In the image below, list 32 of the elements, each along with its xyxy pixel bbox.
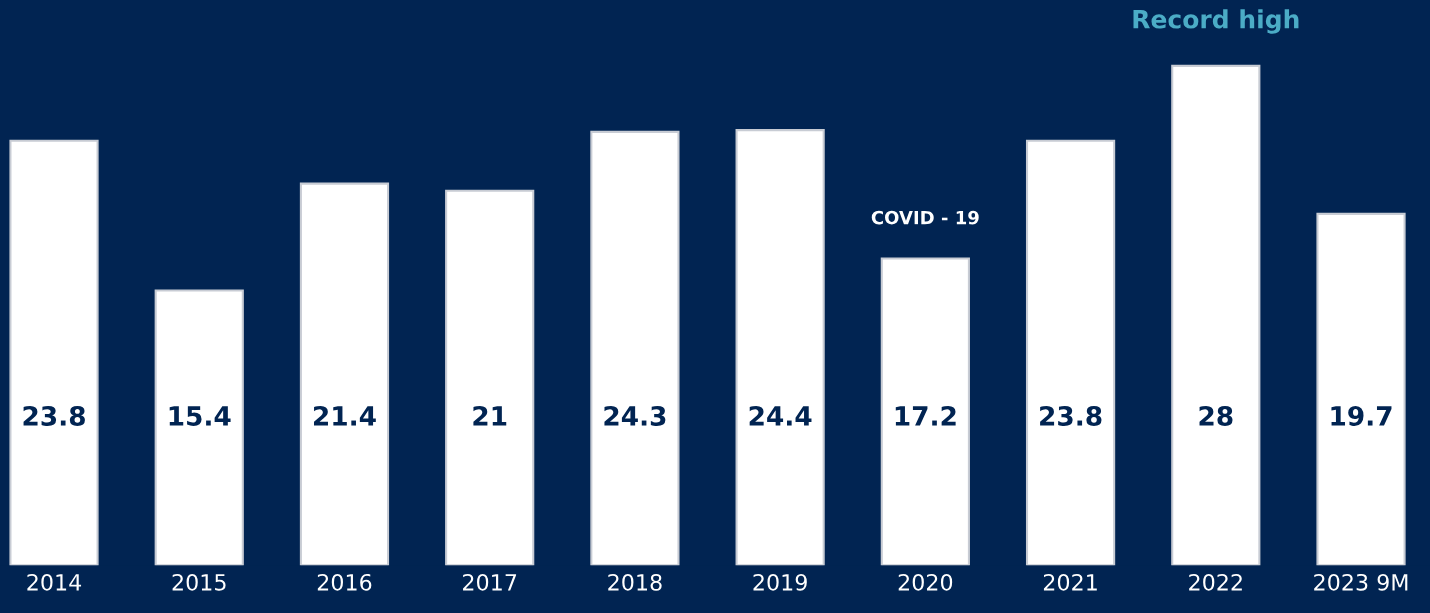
data-label: 15.4 [169, 406, 231, 426]
bar [445, 189, 535, 566]
data-label: 24.4 [749, 405, 812, 426]
bar [1171, 64, 1261, 566]
x-tick-label: 2020 [898, 573, 953, 591]
x-tick-label: 2016 [317, 573, 372, 591]
x-tick-label: 2022 [1189, 573, 1242, 591]
x-tick-label: 2021 [1043, 573, 1097, 591]
bar [1316, 212, 1406, 566]
x-tick-label: 2023 9M [1314, 573, 1408, 591]
x-tick-label: 2019 [753, 573, 807, 591]
bar [299, 182, 390, 566]
data-label: 21 [473, 405, 507, 426]
bar [735, 129, 825, 566]
data-label: 17.2 [895, 405, 956, 426]
x-tick-label: 2014 [27, 573, 82, 591]
bar [1025, 139, 1116, 566]
data-label: 23.8 [1040, 405, 1102, 426]
bar [9, 139, 99, 566]
data-label: 24.3 [604, 405, 666, 426]
data-label: 19.7 [1331, 405, 1392, 426]
x-tick-label: 2015 [172, 573, 226, 591]
x-tick-label: 2018 [608, 573, 662, 591]
annotation: COVID - 19 [871, 210, 979, 225]
bar [154, 289, 244, 566]
x-tick-label: 2017 [463, 573, 517, 591]
bar [590, 130, 680, 566]
data-label: 21.4 [314, 405, 376, 426]
bar [880, 257, 970, 566]
annotation: Record high [1133, 9, 1299, 34]
data-label: 28 [1199, 405, 1233, 426]
data-label: 23.8 [23, 405, 85, 426]
